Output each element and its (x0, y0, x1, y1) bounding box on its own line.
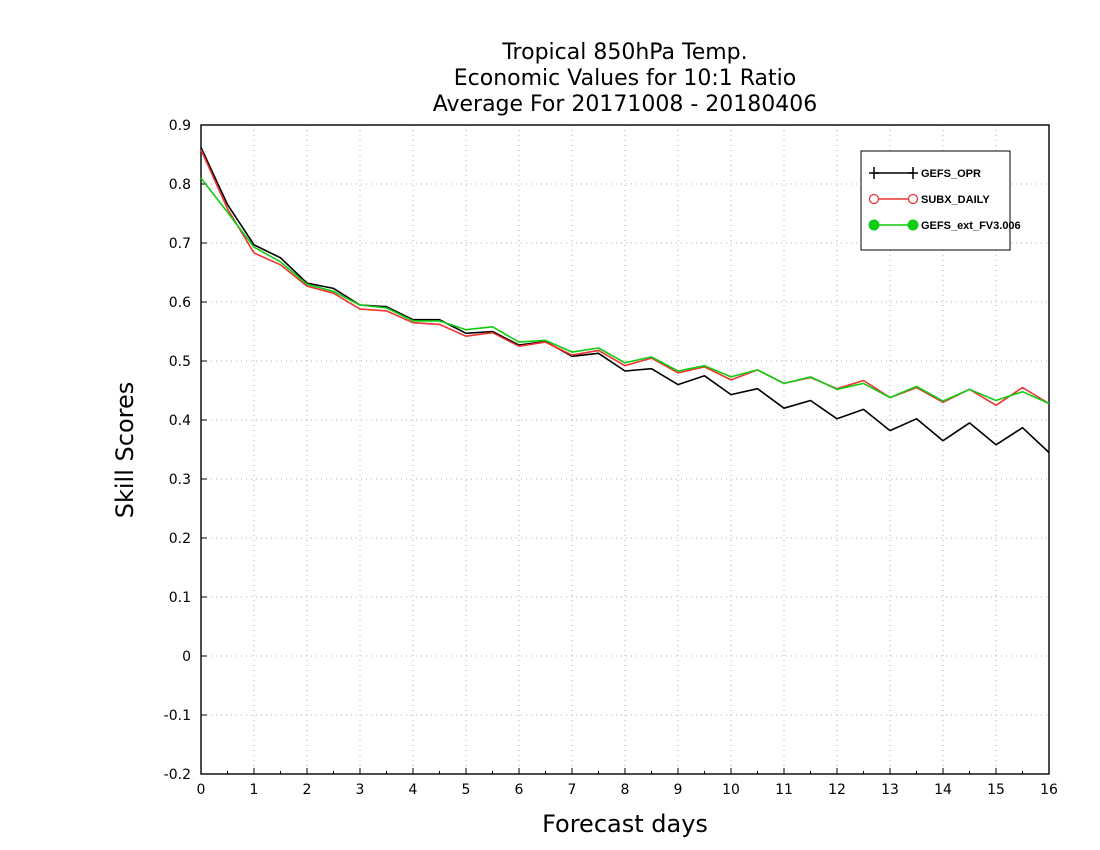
x-tick-label: 6 (515, 782, 524, 798)
x-tick-label: 12 (828, 782, 846, 798)
x-tick-label: 9 (674, 782, 683, 798)
legend: GEFS_OPR SUBX_DAILY GEFS_ext_FV3.006 (860, 150, 1021, 251)
y-tick-label: 0.9 (169, 118, 191, 134)
x-tick-label: 8 (621, 782, 630, 798)
y-tick-label: 0.7 (169, 236, 191, 252)
grid (201, 125, 1049, 774)
x-tick-label: 13 (881, 782, 899, 798)
legend-marker-open-circle (907, 193, 919, 205)
legend-label-3: GEFS_ext_FV3.006 (921, 220, 1021, 232)
x-tick-label: 15 (987, 782, 1005, 798)
legend-box (860, 150, 1011, 251)
series-layer (200, 147, 1050, 454)
legend-marker-filled-circle (907, 219, 919, 231)
legend-marker-filled-circle (868, 219, 880, 231)
x-tick-label: 16 (1040, 782, 1058, 798)
x-tick-label: 3 (356, 782, 365, 798)
legend-marker-open-circle (868, 193, 880, 205)
y-tick-label: 0.8 (169, 177, 191, 193)
y-tick-label: 0.3 (169, 472, 191, 488)
series-line-1 (200, 147, 1050, 454)
y-tick-label: -0.1 (164, 708, 191, 724)
x-tick-label: 1 (250, 782, 259, 798)
y-tick-label: 0.2 (169, 531, 191, 547)
x-tick-label: 11 (775, 782, 793, 798)
x-tick-label: 2 (303, 782, 312, 798)
y-tick-label: 0 (182, 649, 191, 665)
y-tick-label: 0.6 (169, 295, 191, 311)
x-tick-label: 10 (722, 782, 740, 798)
x-tick-label: 14 (934, 782, 952, 798)
y-tick-label: -0.2 (164, 767, 191, 783)
x-tick-label: 4 (409, 782, 418, 798)
legend-label-2: SUBX_DAILY (921, 194, 990, 206)
x-axis-label: Forecast days (542, 810, 708, 838)
axis-ticks: 0 1 2 3 4 5 6 7 8 9 10 11 12 13 14 15 16-0.2-0.100.10.20… (164, 118, 1058, 798)
x-tick-label: 7 (568, 782, 577, 798)
chart-title-line-2: Economic Values for 10:1 Ratio (454, 66, 796, 91)
y-tick-label: 0.5 (169, 354, 191, 370)
chart-title-line-1: Tropical 850hPa Temp. (501, 40, 747, 65)
x-tick-label: 5 (462, 782, 471, 798)
chart-title-line-3: Average For 20171008 - 20180406 (433, 92, 818, 117)
y-tick-label: 0.1 (169, 590, 191, 606)
y-tick-label: 0.4 (169, 413, 191, 429)
x-tick-label: 0 (197, 782, 206, 798)
legend-label-1: GEFS_OPR (921, 168, 981, 180)
series-line-3 (200, 177, 1050, 405)
y-axis-label: Skill Scores (111, 382, 139, 519)
